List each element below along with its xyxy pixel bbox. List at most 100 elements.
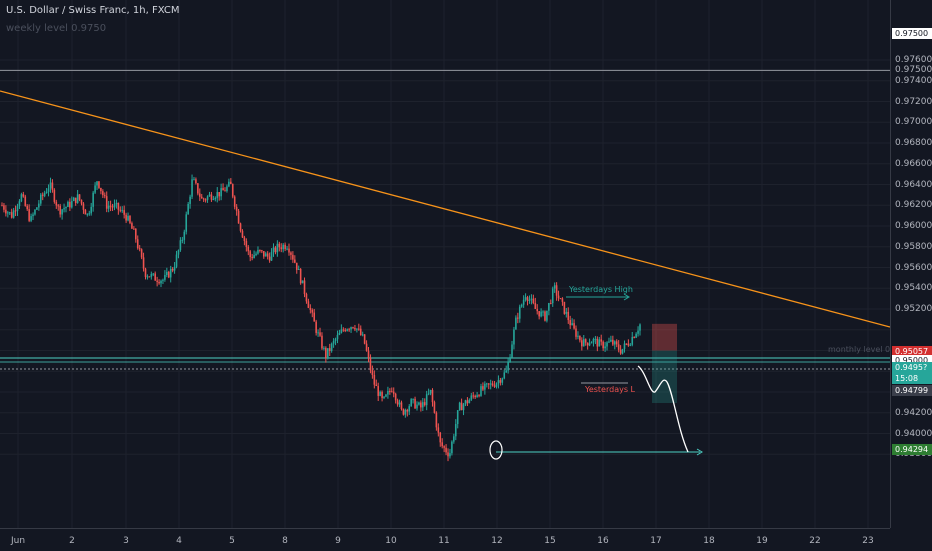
candle-body: [305, 293, 308, 302]
candle-body: [416, 404, 418, 409]
candle-body: [449, 453, 451, 457]
candle-body: [32, 214, 34, 217]
candle-body: [80, 199, 83, 204]
candle-body: [565, 311, 568, 314]
candle-body: [133, 228, 135, 230]
candle-body: [612, 339, 614, 345]
candle-body: [334, 339, 337, 341]
candle-body: [195, 179, 197, 184]
candle-body: [359, 328, 362, 336]
candle-body: [100, 187, 102, 192]
candle-body: [472, 395, 475, 397]
symbol-title[interactable]: U.S. Dollar / Swiss Franc, 1h, FXCM: [6, 5, 180, 16]
candle-body: [557, 295, 560, 299]
candle-body: [389, 390, 391, 392]
candle-body: [266, 253, 269, 257]
candle-body: [474, 395, 476, 398]
candle-body: [65, 206, 67, 209]
candle-body: [30, 216, 32, 221]
candle-body: [453, 436, 455, 442]
candle-body: [189, 196, 191, 204]
candle-body: [82, 203, 85, 210]
candle-body: [522, 299, 525, 305]
candle-body: [468, 399, 471, 404]
candle-body: [121, 210, 124, 212]
candle-body: [352, 327, 354, 329]
candle-body: [295, 262, 298, 270]
candle-body: [233, 196, 236, 207]
candle-body: [319, 332, 321, 336]
candle-body: [604, 346, 606, 349]
candle-body: [406, 409, 409, 412]
candle-body: [588, 343, 591, 346]
candle-body: [109, 205, 112, 207]
candle-body: [524, 297, 527, 300]
candle-body: [210, 194, 213, 200]
candle-body: [235, 206, 238, 211]
candle-body: [627, 343, 630, 346]
candle-body: [88, 213, 91, 215]
candle-body: [437, 427, 440, 433]
candle-body: [193, 179, 195, 181]
candle-body: [115, 202, 118, 205]
candle-body: [220, 188, 222, 197]
candle-body: [43, 193, 46, 196]
candle-body: [515, 317, 517, 330]
candle-body: [103, 195, 106, 197]
candle-body: [18, 201, 21, 207]
candle-body: [299, 268, 302, 284]
candle-body: [495, 383, 498, 387]
candle-body: [325, 347, 327, 358]
candle-body: [586, 342, 589, 346]
candle-body: [142, 257, 145, 269]
candle-body: [435, 412, 438, 428]
candle-body: [505, 370, 507, 373]
candle-body: [497, 380, 500, 384]
candle-body: [1, 205, 3, 207]
candle-body: [375, 384, 378, 387]
time-tick: 2: [69, 536, 75, 546]
price-tick: 0.95600: [895, 262, 932, 273]
candle-body: [456, 410, 459, 425]
candle-body: [321, 335, 323, 349]
candle-body: [135, 228, 137, 240]
candle-body: [410, 399, 412, 407]
candle-body: [493, 385, 496, 387]
candle-body: [131, 223, 133, 229]
candle-body: [14, 210, 17, 212]
candle-body: [398, 402, 401, 405]
candle-body: [206, 196, 209, 200]
candle-body: [346, 329, 348, 331]
candle-body: [51, 182, 54, 190]
candle-body: [528, 299, 531, 301]
candle-body: [111, 206, 114, 208]
candle-body: [530, 298, 533, 300]
candle-body: [478, 395, 480, 397]
candle-body: [613, 341, 616, 345]
price-chart[interactable]: [0, 0, 891, 528]
candle-body: [610, 339, 612, 342]
candle-body: [323, 347, 325, 349]
time-axis[interactable]: Jun 2 3 4 5 8 9 10 11 12 15 16 17 18 19 22 23: [0, 528, 890, 551]
candle-body: [12, 210, 15, 218]
candle-body: [338, 332, 341, 335]
candle-body: [26, 205, 29, 210]
candle-body: [625, 343, 628, 345]
candle-body: [503, 372, 506, 379]
candle-body: [369, 357, 372, 371]
candle-body: [487, 383, 490, 385]
candle-body: [53, 189, 56, 202]
candle-body: [197, 183, 199, 194]
chart-area[interactable]: U.S. Dollar / Swiss Franc, 1h, FXCM week…: [0, 0, 918, 528]
price-tick: 0.97600: [895, 55, 932, 65]
candle-body: [579, 335, 581, 341]
candle-body: [84, 209, 87, 215]
candle-body: [387, 390, 389, 395]
candle-body: [117, 202, 120, 210]
candle-body: [162, 279, 164, 281]
candle-body: [328, 348, 331, 351]
candle-body: [249, 251, 252, 258]
candle-body: [621, 348, 624, 354]
candle-body: [342, 329, 345, 331]
candle-body: [253, 255, 255, 259]
